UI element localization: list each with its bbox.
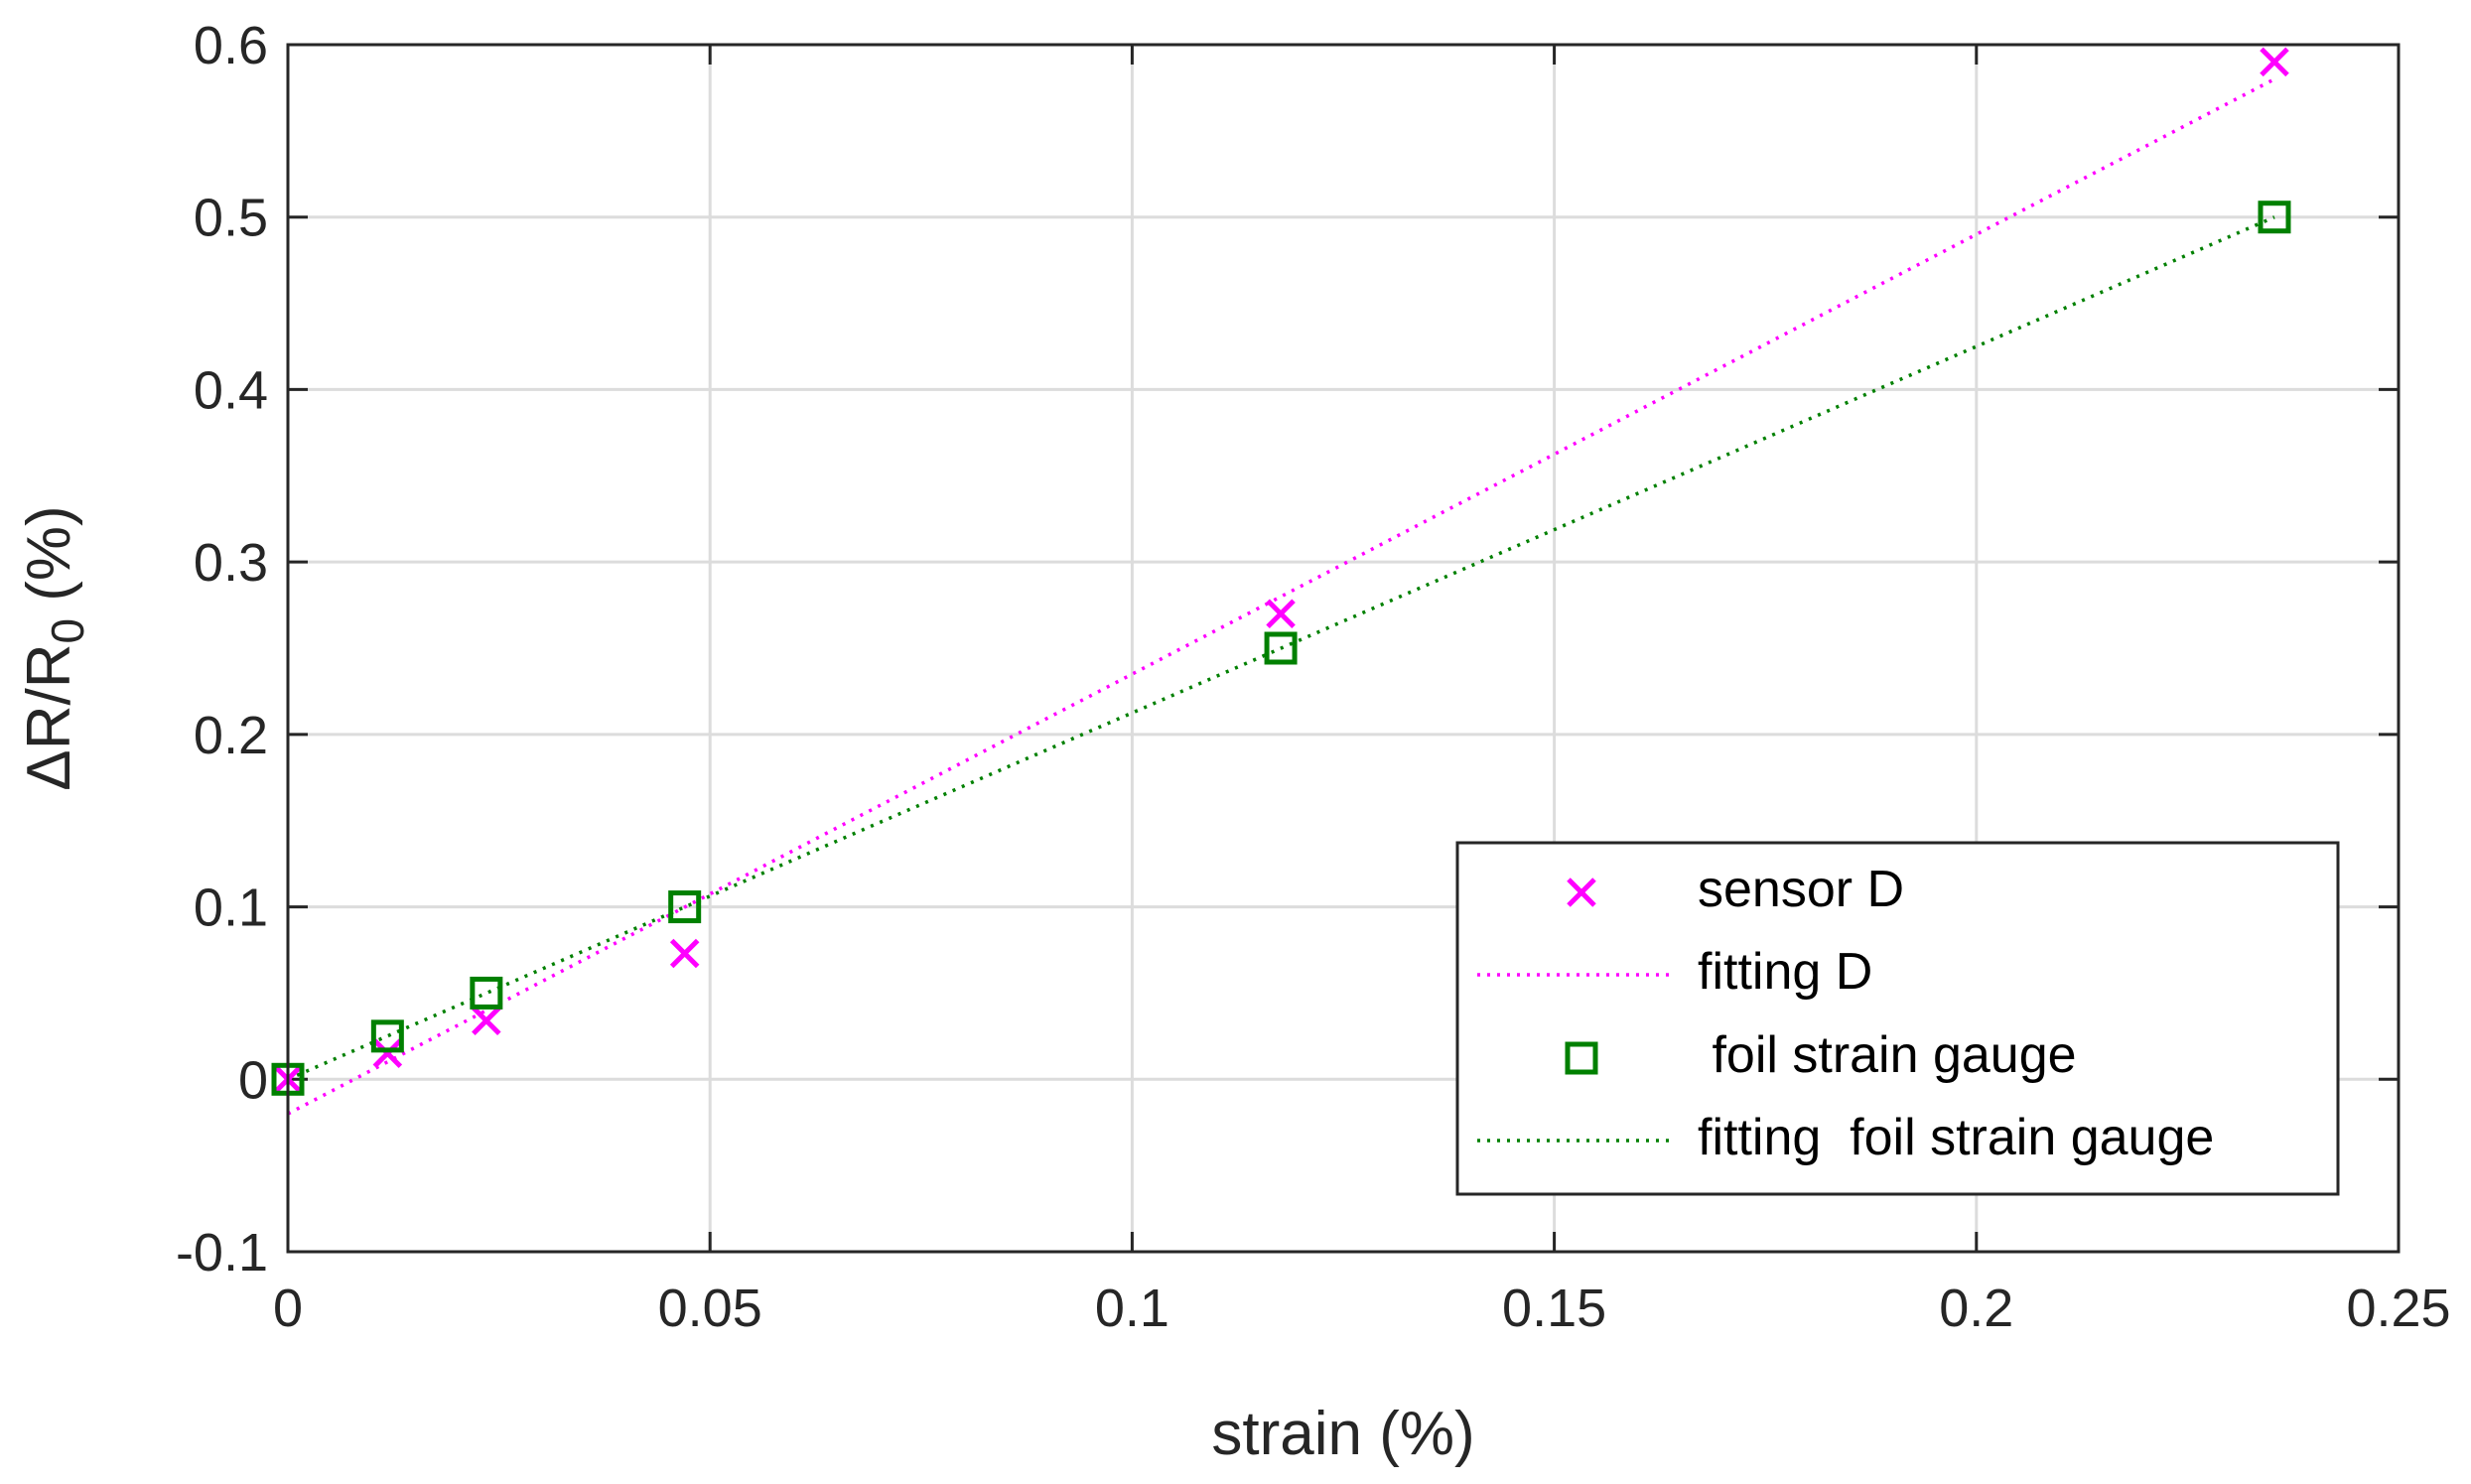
legend-label: fitting D — [1698, 943, 1872, 1001]
grid — [288, 45, 2399, 1252]
y-axis-label: ΔR/R0 (%) — [15, 505, 93, 790]
data-point-square — [370, 1019, 404, 1053]
legend-symbol-square — [1565, 1041, 1598, 1075]
data-point-cross — [669, 938, 700, 969]
data-point-cross — [1266, 599, 1296, 629]
data-point-cross — [372, 1038, 403, 1068]
tick-labels: 0 0.05 0.1 0.15 0.2 0.25-0.100.10.20.30.40.50… — [176, 16, 2451, 1338]
x-tick-label: 0 — [273, 1279, 303, 1338]
legend-label: fitting foil strain gauge — [1698, 1109, 2214, 1166]
x-tick-label: 0.2 — [1939, 1279, 2013, 1338]
legend-label: foil strain gauge — [1698, 1026, 2077, 1084]
x-tick-label: 0.1 — [1095, 1279, 1169, 1338]
data-point-square — [1264, 631, 1298, 665]
legend-items: sensor D fitting D foil strain gauge fitti… — [1477, 861, 2214, 1166]
y-tick-label: 0.1 — [194, 878, 268, 938]
x-axis-label: strain (%) — [1211, 1400, 1474, 1468]
legend-box — [1455, 841, 2340, 1196]
data-point-cross — [472, 1006, 501, 1035]
data-point-square — [470, 976, 503, 1010]
y-tick-label: 0.5 — [194, 189, 268, 248]
legend: sensor D fitting D foil strain gauge fitti… — [1455, 841, 2340, 1196]
y-axis-label-main: ΔR/R — [15, 644, 83, 791]
legend-symbol-cross — [1567, 877, 1596, 907]
fit-line-1 — [287, 215, 2275, 1081]
x-tick-label: 0.05 — [658, 1279, 762, 1338]
y-axis-label-subscript: 0 — [42, 618, 93, 644]
axes-box — [286, 43, 2401, 1254]
y-tick-label: 0.2 — [194, 706, 268, 765]
y-tick-label: 0.3 — [194, 533, 268, 593]
y-tick-label: 0 — [238, 1050, 268, 1110]
y-axis-label-suffix: (%) — [15, 505, 83, 618]
data-point-cross — [2260, 47, 2289, 77]
data-point-square — [2258, 201, 2291, 234]
fit-line-0 — [287, 77, 2275, 1116]
legend-label: sensor D — [1698, 861, 1904, 918]
plot-series — [271, 47, 2291, 1116]
y-tick-label: 0.6 — [194, 16, 268, 75]
x-tick-label: 0.25 — [2346, 1279, 2450, 1338]
y-tick-label: -0.1 — [176, 1223, 268, 1282]
data-point-square — [668, 890, 702, 924]
y-tick-label: 0.4 — [194, 360, 268, 420]
x-tick-label: 0.15 — [1502, 1279, 1606, 1338]
